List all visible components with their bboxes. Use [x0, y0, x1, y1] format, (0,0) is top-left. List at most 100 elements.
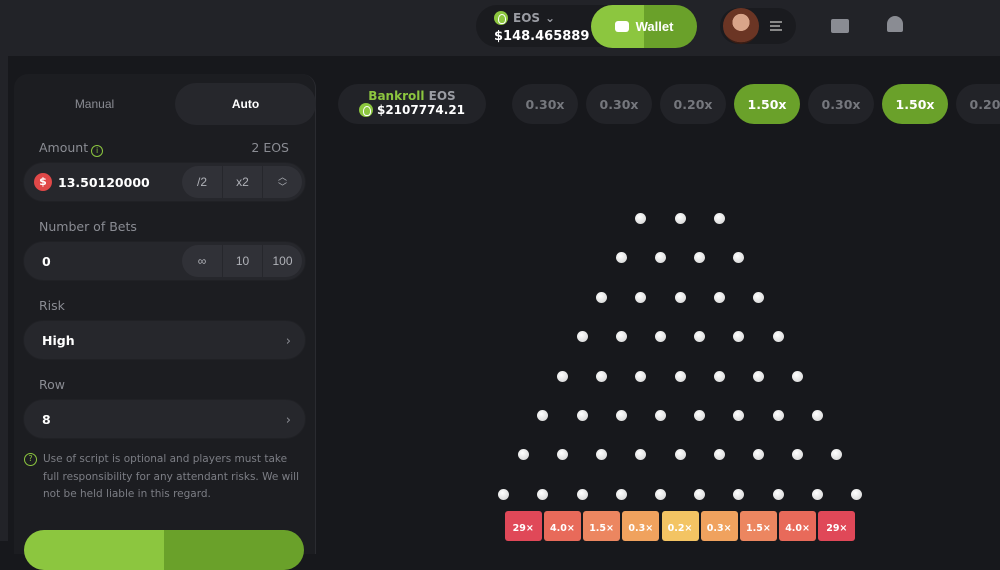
peg	[596, 291, 608, 303]
menu-icon[interactable]	[770, 21, 782, 31]
peg	[654, 252, 666, 264]
avatar[interactable]	[723, 8, 759, 44]
peg	[733, 331, 745, 343]
multiplier-bucket: 4.0×	[779, 511, 817, 541]
history-chip: 0.20x	[956, 84, 1000, 124]
risk-label: Risk	[39, 298, 65, 313]
wallet-label: Wallet	[635, 19, 674, 34]
multiplier-bucket: 1.5×	[739, 511, 777, 541]
row-select[interactable]: 8 ›	[23, 399, 306, 439]
peg	[615, 331, 627, 343]
peg	[713, 291, 725, 303]
balance: $148.465889	[494, 29, 590, 44]
peg	[556, 449, 568, 461]
bankroll-label: Bankroll	[368, 89, 425, 103]
peg	[615, 410, 627, 421]
peg	[694, 410, 706, 421]
history-chip: 1.50x	[882, 84, 948, 124]
wallet-button[interactable]: Wallet	[591, 5, 697, 48]
peg	[615, 252, 627, 264]
multiplier-bucket: 1.5×	[583, 511, 621, 541]
bankroll: Bankroll EOS $2107774.21	[338, 84, 486, 124]
multiplier-bucket: 29×	[818, 511, 856, 541]
dollar-icon: $	[34, 173, 52, 191]
bankroll-amount: $2107774.21	[376, 103, 466, 117]
chevron-down-icon: ⌄	[545, 11, 556, 25]
history-chip: 1.50x	[734, 84, 800, 124]
peg	[752, 291, 764, 303]
peg	[654, 331, 666, 343]
bets-100-button[interactable]: 100	[262, 245, 302, 277]
half-button[interactable]: /2	[182, 166, 222, 198]
peg	[576, 331, 588, 343]
history-chip: 0.20x	[660, 84, 726, 124]
history-chip: 0.30x	[586, 84, 652, 124]
disclaimer-text: Use of script is optional and players mu…	[43, 453, 299, 500]
peg	[596, 370, 608, 382]
chevron-right-icon: ›	[285, 334, 291, 349]
peg	[615, 488, 627, 500]
peg	[772, 410, 784, 421]
multiplier-bucket: 0.3×	[700, 511, 738, 541]
bet-panel: Manual Auto Amount i 2 EOS $ 13.50120000 …	[14, 74, 316, 570]
double-button[interactable]: x2	[222, 166, 262, 198]
bell-icon[interactable]	[887, 16, 903, 32]
multiplier-bucket: 4.0×	[543, 511, 581, 541]
tab-manual[interactable]: Manual	[24, 83, 165, 125]
infinite-bets-button[interactable]: ∞	[182, 245, 222, 277]
amount-input[interactable]: $ 13.50120000 /2 x2 ︿ ﹀	[23, 162, 306, 202]
sidebar-strip	[0, 56, 8, 541]
amount-value[interactable]: 13.50120000	[58, 175, 150, 190]
peg	[831, 449, 843, 461]
peg	[635, 370, 647, 382]
peg	[596, 449, 608, 461]
chevron-right-icon: ›	[285, 413, 291, 428]
bets-10-button[interactable]: 10	[222, 245, 262, 277]
stepper-icon[interactable]: ︿ ﹀	[262, 166, 302, 198]
start-autobet-button[interactable]	[24, 530, 304, 570]
peg	[654, 410, 666, 421]
peg	[635, 291, 647, 303]
bets-label: Number of Bets	[39, 219, 137, 234]
risk-select[interactable]: High ›	[23, 320, 306, 360]
risk-value: High	[42, 333, 75, 348]
history-chip: 0.30x	[512, 84, 578, 124]
peg	[576, 410, 588, 421]
peg	[733, 252, 745, 264]
tab-auto[interactable]: Auto	[175, 83, 316, 125]
user-menu[interactable]	[720, 8, 796, 44]
peg	[537, 410, 549, 421]
row-value: 8	[42, 412, 51, 427]
top-bar: EOS ⌄ $148.465889 Wallet	[0, 0, 1000, 56]
amount-unit-hint: 2 EOS	[251, 140, 289, 155]
row-label: Row	[39, 377, 65, 392]
peg	[654, 488, 666, 500]
peg	[733, 488, 745, 500]
peg	[752, 449, 764, 461]
info-icon[interactable]: i	[91, 145, 104, 157]
help-icon: ?	[24, 453, 37, 466]
peg	[850, 488, 862, 500]
peg	[772, 488, 784, 500]
peg	[635, 213, 647, 224]
number-of-bets-input[interactable]: 0 ∞ 10 100	[23, 241, 306, 281]
bets-value[interactable]: 0	[42, 254, 51, 269]
peg	[576, 488, 588, 500]
peg	[733, 410, 745, 421]
peg	[674, 370, 686, 382]
peg	[635, 449, 647, 461]
peg	[694, 488, 706, 500]
peg	[713, 213, 725, 224]
peg	[694, 252, 706, 264]
eos-icon	[358, 103, 373, 117]
peg	[674, 213, 686, 224]
peg	[752, 370, 764, 382]
mail-icon[interactable]	[831, 19, 849, 33]
peg	[556, 370, 568, 382]
peg	[537, 488, 549, 500]
peg	[792, 370, 804, 382]
script-disclaimer: ? Use of script is optional and players m…	[24, 451, 304, 504]
peg	[792, 449, 804, 461]
peg	[674, 449, 686, 461]
